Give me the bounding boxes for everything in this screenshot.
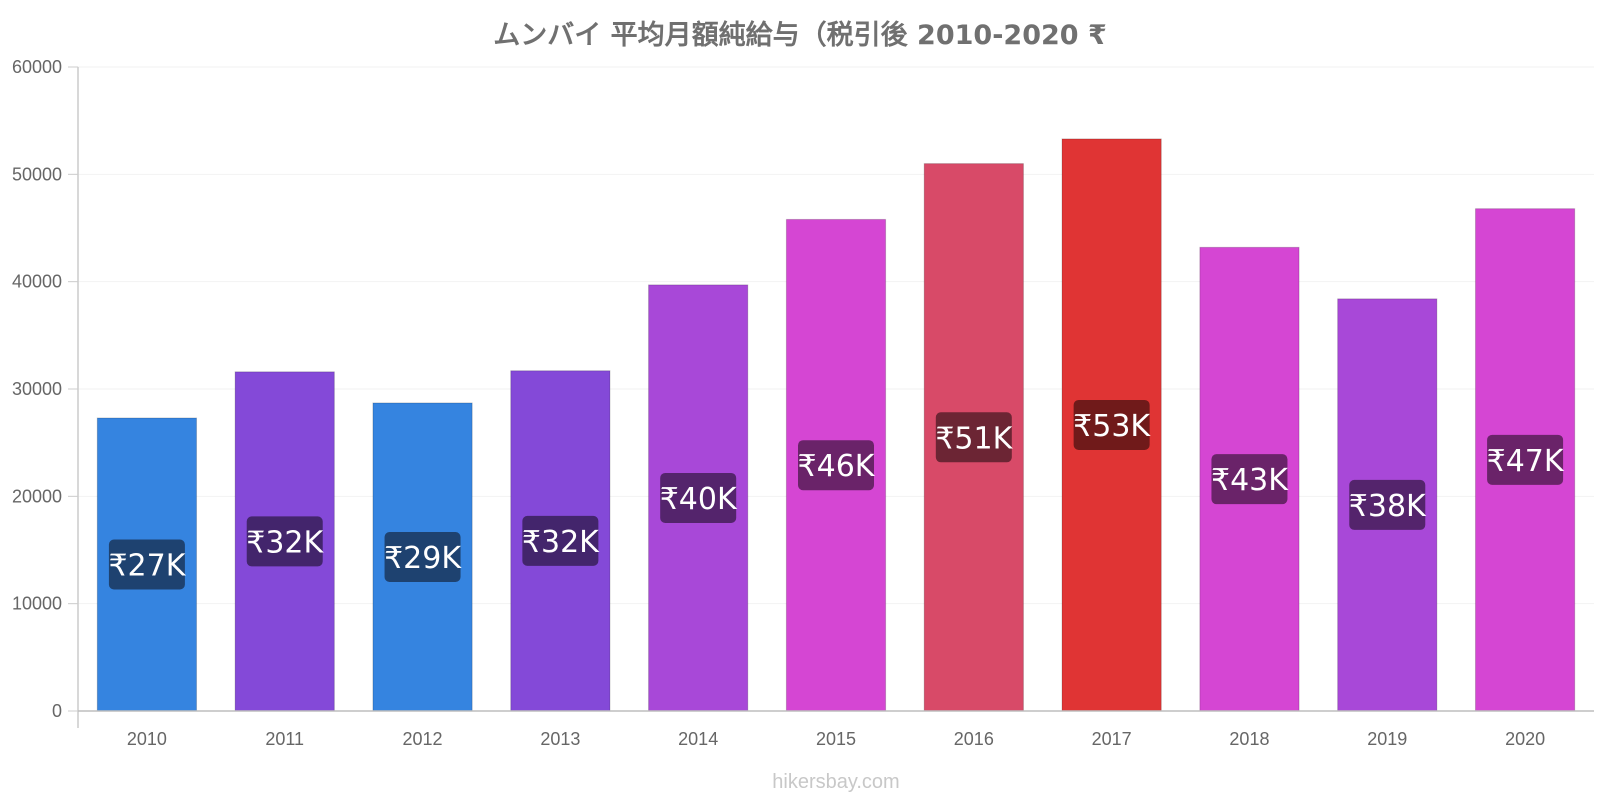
chart-title: ムンバイ 平均月額純給与（税引後 2010-2020 ₹ (493, 19, 1107, 51)
data-label-bg (384, 531, 461, 582)
bars: ₹27K ₹32K ₹29K ₹32K ₹40K ₹46K ₹51K ₹53K ₹43K ₹38K… (96, 138, 1576, 712)
data-label-bg (1349, 479, 1426, 530)
data-label-bg (935, 412, 1012, 463)
x-tick-label: 2014 (678, 729, 718, 749)
data-label: ₹40K (660, 482, 738, 517)
data-label-bg (108, 539, 185, 590)
data-label: ₹27K (108, 548, 186, 583)
data-label-bg (1211, 454, 1288, 505)
data-label-bg (246, 516, 323, 567)
data-label-bg (798, 440, 874, 491)
data-label: ₹38K (1349, 489, 1427, 524)
watermark: hikersbay.com (772, 771, 899, 793)
x-tick-label: 2017 (1092, 729, 1132, 749)
x-tick-label: 2020 (1505, 729, 1545, 749)
x-axis: 2010 2011 2012 2013 2014 2015 2016 2017 2018 2019… (78, 710, 1594, 749)
data-label: ₹46K (798, 449, 876, 484)
x-tick-label: 2010 (127, 729, 167, 749)
data-label: ₹32K (522, 525, 600, 560)
y-tick-label: 20000 (12, 486, 62, 506)
x-tick-label: 2016 (954, 729, 994, 749)
y-tick-label: 0 (52, 701, 62, 721)
data-label-bg (522, 515, 599, 566)
x-tick-label: 2018 (1229, 729, 1269, 749)
x-tick-label: 2019 (1367, 729, 1407, 749)
y-tick-label: 60000 (12, 57, 62, 77)
data-label: ₹53K (1073, 409, 1151, 444)
y-tick-label: 50000 (12, 164, 62, 184)
x-tick-label: 2012 (403, 729, 443, 749)
data-label: ₹47K (1487, 444, 1565, 479)
x-tick-label: 2015 (816, 729, 856, 749)
x-tick-label: 2011 (265, 729, 304, 749)
data-label: ₹29K (384, 541, 462, 576)
y-axis: 0 10000 20000 30000 40000 50000 60000 (12, 57, 79, 728)
x-tick-label: 2013 (540, 729, 580, 749)
y-tick-label: 10000 (12, 594, 62, 614)
data-label-bg (1073, 399, 1150, 450)
data-label-bg (1487, 434, 1564, 485)
data-label: ₹43K (1211, 463, 1289, 498)
data-label: ₹51K (935, 421, 1013, 456)
data-label: ₹32K (246, 525, 324, 560)
data-label-bg (660, 472, 737, 523)
y-tick-label: 30000 (12, 379, 62, 399)
y-tick-label: 40000 (12, 272, 62, 292)
